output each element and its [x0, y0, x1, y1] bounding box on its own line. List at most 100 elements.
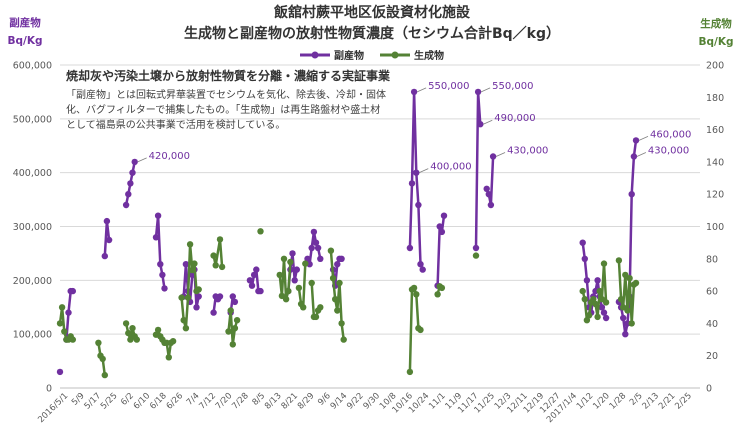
data-point-byproduct [193, 304, 200, 311]
data-point-byproduct [231, 298, 239, 306]
x-tick-label: 8/21 [279, 391, 300, 412]
left-axis-unit: Bq/Kg [7, 35, 42, 47]
x-tick-label: 9/22 [345, 391, 366, 412]
data-point-product [61, 328, 68, 335]
data-point-product [169, 338, 177, 345]
data-point-product [329, 275, 337, 282]
data-point-byproduct [154, 212, 162, 219]
data-point-product [122, 320, 130, 327]
x-tick-label: 2/21 [657, 391, 678, 412]
legend-marker-product [391, 51, 399, 59]
data-point-byproduct [69, 287, 77, 295]
left-tick-label: 400,000 [13, 168, 52, 179]
left-tick-label: 100,000 [13, 330, 52, 341]
data-point-product [336, 279, 343, 287]
data-point-product [581, 296, 588, 303]
data-point-byproduct [289, 250, 296, 257]
x-tick-label: 11/1 [427, 391, 448, 412]
right-tick-label: 100 [706, 222, 724, 233]
data-point-byproduct [413, 169, 420, 176]
data-point-byproduct [487, 201, 495, 209]
data-point-product [626, 275, 633, 282]
x-tick-label: 7/20 [214, 391, 235, 412]
data-point-byproduct [293, 266, 300, 273]
series-line-byproduct [182, 262, 200, 309]
annotation-line-2: 化、バグフィルターで捕集したもの。「生成物」は再生路盤材や盛土材 [66, 103, 380, 116]
annotation-line-1: 「副産物」とは回転式昇華装置でセシウムを気化、除去後、冷却・固体 [66, 88, 386, 101]
x-tick-label: 2/25 [673, 391, 694, 412]
data-point-byproduct [408, 180, 416, 187]
right-axis-unit: Bq/Kg [698, 36, 733, 48]
data-point-product [69, 336, 77, 343]
chart-title-line-1: 飯舘村蕨平地区仮設資材化施設 [273, 4, 471, 21]
series-line-product [278, 257, 292, 301]
left-tick-label: 200,000 [13, 276, 52, 287]
data-point-byproduct [600, 309, 608, 316]
data-label: 460,000 [650, 129, 691, 140]
data-point-byproduct [246, 277, 254, 284]
data-point-byproduct [338, 255, 345, 262]
data-point-product [327, 247, 335, 254]
data-label-leader [636, 152, 647, 157]
left-tick-label: 300,000 [13, 222, 52, 233]
data-point-product [285, 287, 292, 295]
data-point-product [300, 304, 307, 311]
data-point-product [302, 260, 309, 267]
data-point-product [218, 263, 226, 271]
data-point-product [579, 287, 586, 295]
x-tick-label: 9/30 [362, 391, 383, 412]
legend-label-product: 生成物 [414, 49, 444, 62]
data-point-product [233, 317, 241, 324]
data-point-product [182, 325, 190, 332]
left-axis-title: 副産物 [9, 16, 41, 29]
data-point-product [195, 286, 202, 293]
data-point-byproduct [622, 331, 629, 338]
data-point-byproduct [436, 223, 443, 230]
data-point-product [184, 294, 192, 301]
data-point-product [154, 326, 162, 334]
series-line-byproduct [485, 155, 495, 207]
left-tick-label: 600,000 [13, 61, 52, 72]
data-point-product [282, 296, 290, 303]
data-point-product [99, 355, 106, 363]
data-point-byproduct [161, 285, 168, 292]
data-point-product [615, 257, 623, 264]
data-point-product [56, 320, 64, 327]
data-point-byproduct [182, 261, 190, 268]
data-point-byproduct [291, 277, 298, 284]
data-point-byproduct [157, 261, 164, 268]
x-tick-label: 6/18 [148, 391, 169, 412]
x-tick-label: 9/14 [329, 391, 350, 412]
data-point-byproduct [632, 137, 640, 144]
data-point-product [438, 284, 446, 292]
data-point-product [212, 262, 219, 269]
data-point-product [410, 284, 418, 292]
data-point-byproduct [253, 266, 260, 273]
data-point-byproduct [105, 236, 113, 244]
data-point-byproduct [598, 304, 606, 311]
data-point-byproduct [477, 121, 484, 128]
data-point-product [186, 241, 194, 248]
data-point-product [133, 336, 140, 343]
data-point-product [287, 258, 294, 266]
data-point-byproduct [229, 293, 236, 300]
data-point-product [590, 296, 597, 303]
x-tick-label: 7/12 [197, 391, 218, 412]
data-point-byproduct [410, 88, 418, 96]
data-point-product [276, 271, 283, 279]
data-point-byproduct [438, 228, 446, 236]
x-tick-label: 6/26 [165, 391, 186, 412]
annotation-heading: 焼却灰や汚染土壌から放射性物質を分離・濃縮する実証事業 [66, 68, 391, 83]
data-label-leader [419, 168, 429, 174]
data-point-product [229, 341, 236, 348]
data-point-product [129, 325, 136, 332]
left-tick-label: 500,000 [13, 114, 52, 125]
data-point-product [602, 299, 610, 306]
data-label-leader [137, 157, 147, 163]
data-label: 490,000 [494, 113, 535, 124]
data-label-leader [483, 119, 493, 125]
data-label: 400,000 [430, 162, 471, 173]
data-point-product [585, 312, 593, 319]
data-point-byproduct [257, 287, 264, 295]
data-point-product [592, 300, 599, 308]
